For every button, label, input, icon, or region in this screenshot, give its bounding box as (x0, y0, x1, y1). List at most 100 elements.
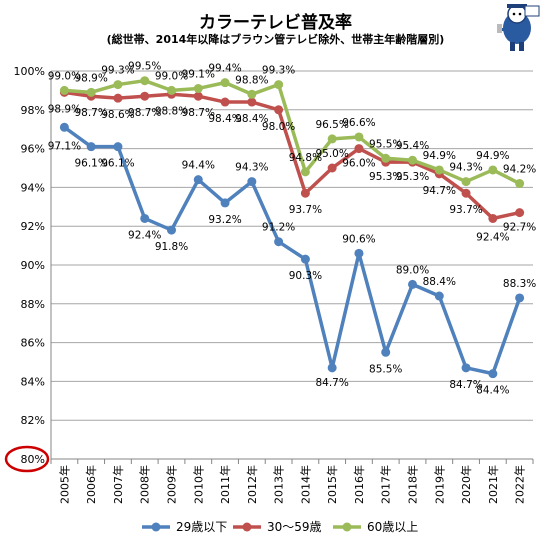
data-label: 98.7% (182, 107, 215, 119)
data-label: 98.7% (128, 107, 161, 119)
data-label: 84.7% (449, 379, 482, 391)
data-point (86, 142, 96, 152)
y-tick-label: 80% (21, 453, 45, 466)
data-label: 99.4% (208, 63, 241, 75)
data-label: 93.7% (449, 204, 482, 216)
data-label: 88.3% (503, 278, 536, 290)
data-label: 99.5% (128, 61, 161, 73)
data-label: 99.1% (182, 68, 215, 80)
legend-swatch-marker (151, 522, 161, 532)
data-point (274, 80, 284, 90)
data-point (167, 225, 176, 235)
x-tick-label: 2022年 (513, 465, 527, 504)
x-tick-label: 2015年 (325, 465, 339, 504)
data-label: 92.7% (503, 222, 536, 234)
y-tick-label: 98% (21, 104, 45, 117)
data-point (140, 91, 150, 101)
data-point (515, 293, 525, 303)
x-tick-label: 2011年 (218, 465, 232, 504)
data-point (434, 165, 444, 175)
x-tick-label: 2017年 (379, 465, 393, 504)
data-point (113, 80, 123, 90)
data-label: 94.2% (503, 164, 536, 176)
data-label: 98.0% (262, 121, 295, 133)
data-label: 94.7% (423, 185, 456, 197)
data-point (515, 179, 525, 189)
data-label: 99.3% (262, 65, 295, 77)
data-point (274, 237, 284, 247)
x-tick-label: 2010年 (191, 465, 205, 504)
data-label: 96.0% (342, 158, 375, 170)
data-label: 98.8% (235, 74, 268, 86)
data-point (434, 291, 444, 301)
data-point (59, 122, 69, 132)
data-point (408, 279, 417, 289)
data-label: 94.9% (476, 150, 509, 162)
annotation-circle (4, 445, 50, 473)
x-tick-label: 2005年 (57, 465, 71, 504)
data-point (220, 198, 230, 208)
y-tick-label: 94% (21, 181, 45, 194)
data-label: 98.7% (74, 107, 107, 119)
data-point (247, 177, 257, 187)
y-tick-label: 88% (21, 298, 45, 311)
data-label: 91.8% (155, 241, 188, 253)
data-label: 89.0% (396, 264, 429, 276)
legend-swatch-marker (342, 522, 352, 532)
legend-label: 60歳以上 (367, 520, 418, 534)
data-point (354, 248, 364, 258)
data-point (327, 134, 337, 144)
data-point (408, 155, 417, 165)
data-label: 88.4% (423, 276, 456, 288)
data-point (167, 85, 176, 95)
data-point (461, 188, 471, 198)
data-label: 99.0% (48, 70, 81, 82)
data-label: 84.7% (315, 377, 348, 389)
data-point (300, 167, 310, 177)
data-point (113, 142, 123, 152)
data-point (140, 76, 150, 86)
data-point (247, 97, 257, 107)
data-label: 98.4% (235, 113, 268, 125)
data-point (274, 105, 284, 115)
data-label: 98.8% (155, 105, 188, 117)
legend-label: 29歳以下 (176, 520, 227, 534)
data-point (193, 83, 203, 93)
data-point (113, 93, 123, 103)
data-label: 94.4% (182, 160, 215, 172)
data-label: 96.5% (315, 119, 348, 131)
data-point (461, 363, 471, 373)
y-tick-label: 82% (21, 414, 45, 427)
x-tick-label: 2012年 (245, 465, 259, 504)
data-label: 98.6% (101, 109, 134, 121)
data-point (220, 97, 230, 107)
y-tick-label: 90% (21, 259, 45, 272)
data-point (193, 91, 203, 101)
data-label: 95.3% (369, 171, 402, 183)
data-point (300, 188, 310, 198)
legend-swatch-marker (242, 522, 252, 532)
data-label: 90.3% (289, 270, 322, 282)
x-tick-label: 2008年 (138, 465, 152, 504)
chart-title: カラーテレビ普及率 (199, 13, 352, 33)
data-label: 93.7% (289, 204, 322, 216)
data-label: 96.1% (74, 158, 107, 170)
y-tick-label: 96% (21, 143, 45, 156)
data-label: 94.3% (449, 162, 482, 174)
data-label: 97.1% (48, 140, 81, 152)
data-point (488, 165, 498, 175)
data-point (140, 213, 150, 223)
data-label: 98.9% (48, 103, 81, 115)
data-label: 90.6% (342, 233, 375, 245)
data-label: 96.1% (101, 158, 134, 170)
data-point (381, 347, 391, 357)
data-label: 95.4% (396, 140, 429, 152)
data-point (515, 208, 525, 218)
data-point (488, 213, 498, 223)
data-label: 95.0% (315, 148, 348, 160)
data-point (59, 85, 69, 95)
data-label: 95.5% (369, 138, 402, 150)
data-label: 95.3% (396, 171, 429, 183)
data-label: 92.4% (476, 231, 509, 243)
